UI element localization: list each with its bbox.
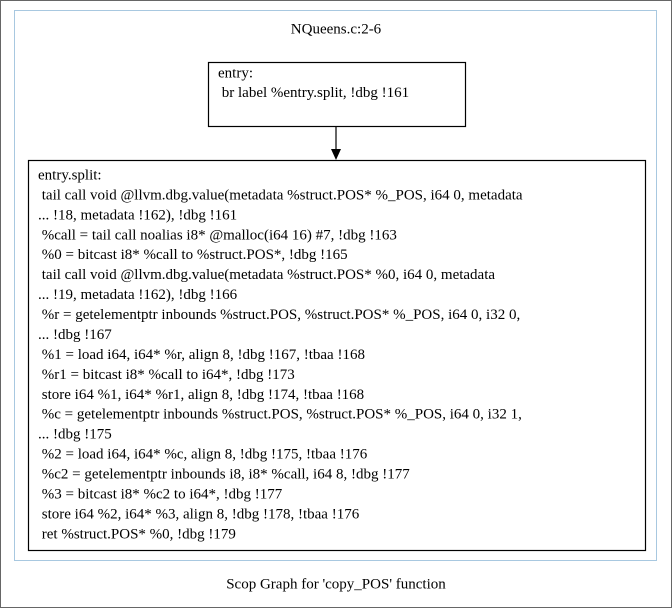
cluster-box [14, 10, 657, 561]
node-line: %0 = bitcast i8* %call to %struct.POS*, … [38, 247, 348, 263]
node-line: %1 = load i64, i64* %r, align 8, !dbg !1… [38, 347, 365, 363]
node-line: store i64 %2, i64* %3, align 8, !dbg !17… [38, 506, 360, 522]
node-line: %2 = load i64, i64* %c, align 8, !dbg !1… [38, 447, 368, 463]
node-line: ret %struct.POS* %0, !dbg !179 [38, 526, 236, 542]
node-line: store i64 %1, i64* %r1, align 8, !dbg !1… [38, 387, 364, 403]
node-line: ... !19, metadata !162), !dbg !166 [38, 287, 238, 303]
node-line: br label %entry.split, !dbg !161 [218, 85, 409, 101]
node-line: %r1 = bitcast i8* %call to i64*, !dbg !1… [38, 367, 295, 383]
node-line: %c2 = getelementptr inbounds i8, i8* %ca… [38, 467, 410, 483]
caption: Scop Graph for 'copy_POS' function [226, 576, 446, 592]
node-line: tail call void @llvm.dbg.value(metadata … [38, 187, 523, 203]
node-text: entry: br label %entry.split, !dbg !161 e… [38, 65, 523, 542]
node-box [207, 61, 467, 128]
cluster-label: NQueens.c:2-6 [291, 21, 382, 37]
node-box [27, 159, 647, 552]
node-line: entry.split: [38, 167, 102, 183]
node-line: ... !dbg !167 [38, 327, 112, 343]
node-line: %call = tail call noalias i8* @malloc(i6… [38, 227, 397, 243]
arrowhead [331, 149, 341, 160]
node-line: ... !dbg !175 [38, 427, 112, 443]
node-line: %c = getelementptr inbounds %struct.POS,… [38, 407, 522, 423]
node-line: %3 = bitcast i8* %c2 to i64*, !dbg !177 [38, 486, 283, 502]
node-line: entry: [218, 65, 253, 81]
node-line: %r = getelementptr inbounds %struct.POS,… [38, 307, 520, 323]
node-line: ... !18, metadata !162), !dbg !161 [38, 207, 237, 223]
node-line: tail call void @llvm.dbg.value(metadata … [38, 267, 495, 283]
